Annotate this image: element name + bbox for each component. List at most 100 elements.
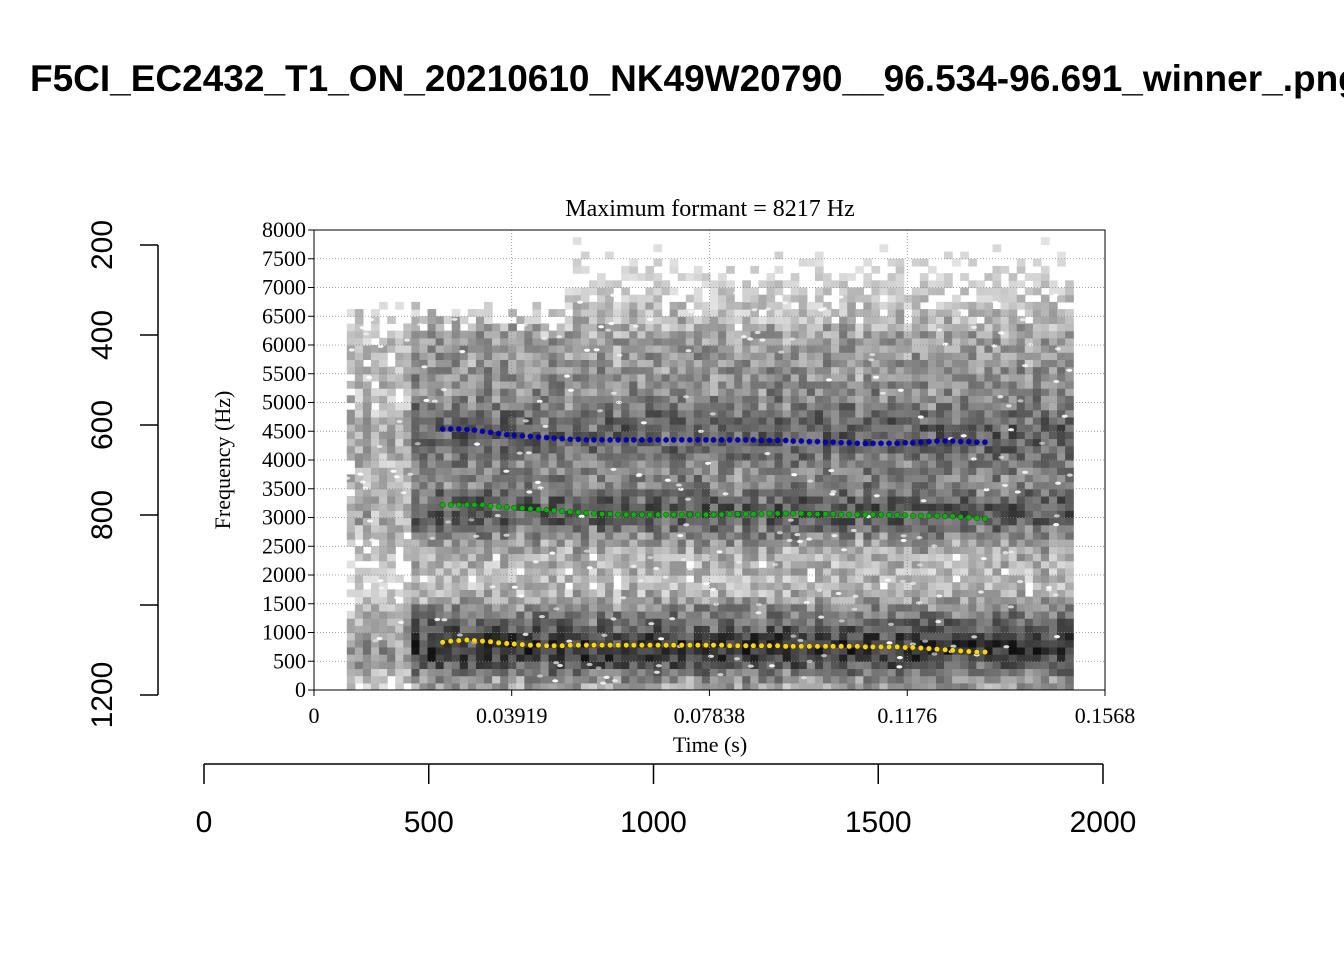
spectrogram-cell [548, 524, 558, 533]
spectrogram-cell [960, 359, 969, 368]
spectrogram-cell [443, 330, 453, 339]
spectrogram-cell [871, 682, 881, 690]
spectrogram-cell [847, 424, 856, 432]
spectrogram-highlight [899, 579, 906, 583]
spectrogram-cell [524, 524, 534, 533]
spectrogram-cell [556, 431, 566, 440]
spectrogram-cell [516, 380, 525, 389]
spectrogram-cell [459, 603, 469, 612]
spectrogram-cell [467, 582, 477, 590]
spectrogram-cell [879, 445, 889, 454]
spectrogram-cell [475, 445, 485, 454]
spectrogram-cell [927, 553, 937, 562]
spectrogram-cell [588, 481, 598, 490]
spectrogram-cell [556, 380, 566, 389]
spectrogram-cell [637, 618, 647, 626]
spectrogram-cell [411, 452, 421, 461]
spectrogram-cell [516, 632, 525, 641]
spectrogram-cell [346, 503, 356, 511]
spectrogram-cell [734, 481, 743, 490]
spectrogram-cell [911, 682, 921, 690]
spectrogram-cell [927, 517, 937, 526]
spectrogram-cell [927, 431, 937, 440]
spectrogram-cell [831, 352, 840, 360]
spectrogram-cell [847, 567, 856, 576]
spectrogram-cell [524, 632, 534, 641]
spectrogram-cell [508, 682, 517, 690]
spectrogram-cell [685, 380, 695, 389]
spectrogram-cell [936, 524, 945, 533]
spectrogram-cell [459, 546, 469, 555]
spectrogram-cell [597, 424, 606, 432]
spectrogram-cell [677, 330, 687, 339]
spectrogram-cell [734, 301, 743, 310]
spectrogram-cell [524, 668, 534, 677]
spectrogram-cell [1040, 661, 1050, 670]
spectrogram-cell [572, 301, 582, 310]
spectrogram-cell [887, 294, 897, 303]
spectrogram-cell [879, 603, 889, 612]
spectrogram-cell [637, 517, 647, 526]
spectrogram-cell [621, 517, 630, 526]
spectrogram-cell [1057, 560, 1066, 569]
spectrogram-cell [710, 309, 719, 317]
spectrogram-cell [403, 380, 412, 389]
spectrogram-cell [1016, 575, 1026, 583]
spectrogram-cell [984, 661, 994, 670]
spectrogram-cell [613, 668, 622, 677]
spectrogram-cell [1032, 287, 1042, 296]
spectrogram-cell [927, 424, 937, 432]
spectrogram-cell [621, 265, 630, 274]
spectrogram-cell [613, 301, 622, 310]
spectrogram-cell [435, 661, 445, 670]
spectrogram-cell [823, 625, 832, 634]
spectrogram-cell [597, 546, 606, 555]
spectrogram-cell [629, 452, 638, 461]
spectrogram-cell [984, 359, 994, 368]
spectrogram-cell [516, 668, 525, 677]
spectrogram-cell [354, 661, 364, 670]
spectrogram-highlight [632, 324, 639, 328]
spectrogram-cell [726, 531, 735, 540]
spectrogram-cell [653, 618, 663, 626]
spectrogram-cell [637, 474, 647, 483]
spectrogram-cell [984, 330, 994, 339]
spectrogram-cell [1024, 517, 1034, 526]
spectrogram-cell [500, 524, 509, 533]
spectrogram-cell [952, 380, 961, 389]
spectrogram-cell [597, 294, 606, 303]
spectrogram-cell [984, 488, 994, 497]
spectrogram-highlight [888, 622, 894, 627]
spectrogram-cell [701, 380, 711, 389]
spectrogram-highlight [687, 309, 694, 314]
spectrogram-cell [758, 610, 768, 619]
spectrogram-cell [451, 517, 461, 526]
spectrogram-cell [379, 603, 388, 612]
spectrogram-cell [556, 460, 566, 468]
spectrogram-cell [354, 675, 364, 684]
spectrogram-cell [1040, 639, 1050, 648]
spectrogram-cell [354, 467, 364, 475]
spectrogram-cell [661, 625, 671, 634]
spectrogram-cell [710, 294, 719, 303]
spectrogram-cell [903, 503, 913, 511]
spectrogram-cell [1032, 510, 1042, 519]
spectrogram-cell [968, 409, 977, 418]
spectrogram-cell [508, 625, 517, 634]
spectrogram-cell [500, 589, 509, 598]
spectrogram-cell [911, 380, 921, 389]
spectrogram-cell [1049, 452, 1058, 461]
spectrogram-cell [419, 531, 429, 540]
spectrogram-cell [387, 654, 396, 662]
spectrogram-cell [556, 517, 566, 526]
spectrogram-cell [1008, 632, 1018, 641]
spectrogram-cell [597, 316, 606, 325]
spectrogram-cell [944, 301, 953, 310]
spectrogram-highlight [806, 537, 813, 541]
spectrogram-cell [572, 610, 582, 619]
spectrogram-cell [766, 560, 776, 569]
spectrogram-cell [758, 582, 768, 590]
spectrogram-cell [774, 560, 784, 569]
spectrogram-cell [911, 416, 921, 425]
spectrogram-cell [427, 424, 437, 432]
